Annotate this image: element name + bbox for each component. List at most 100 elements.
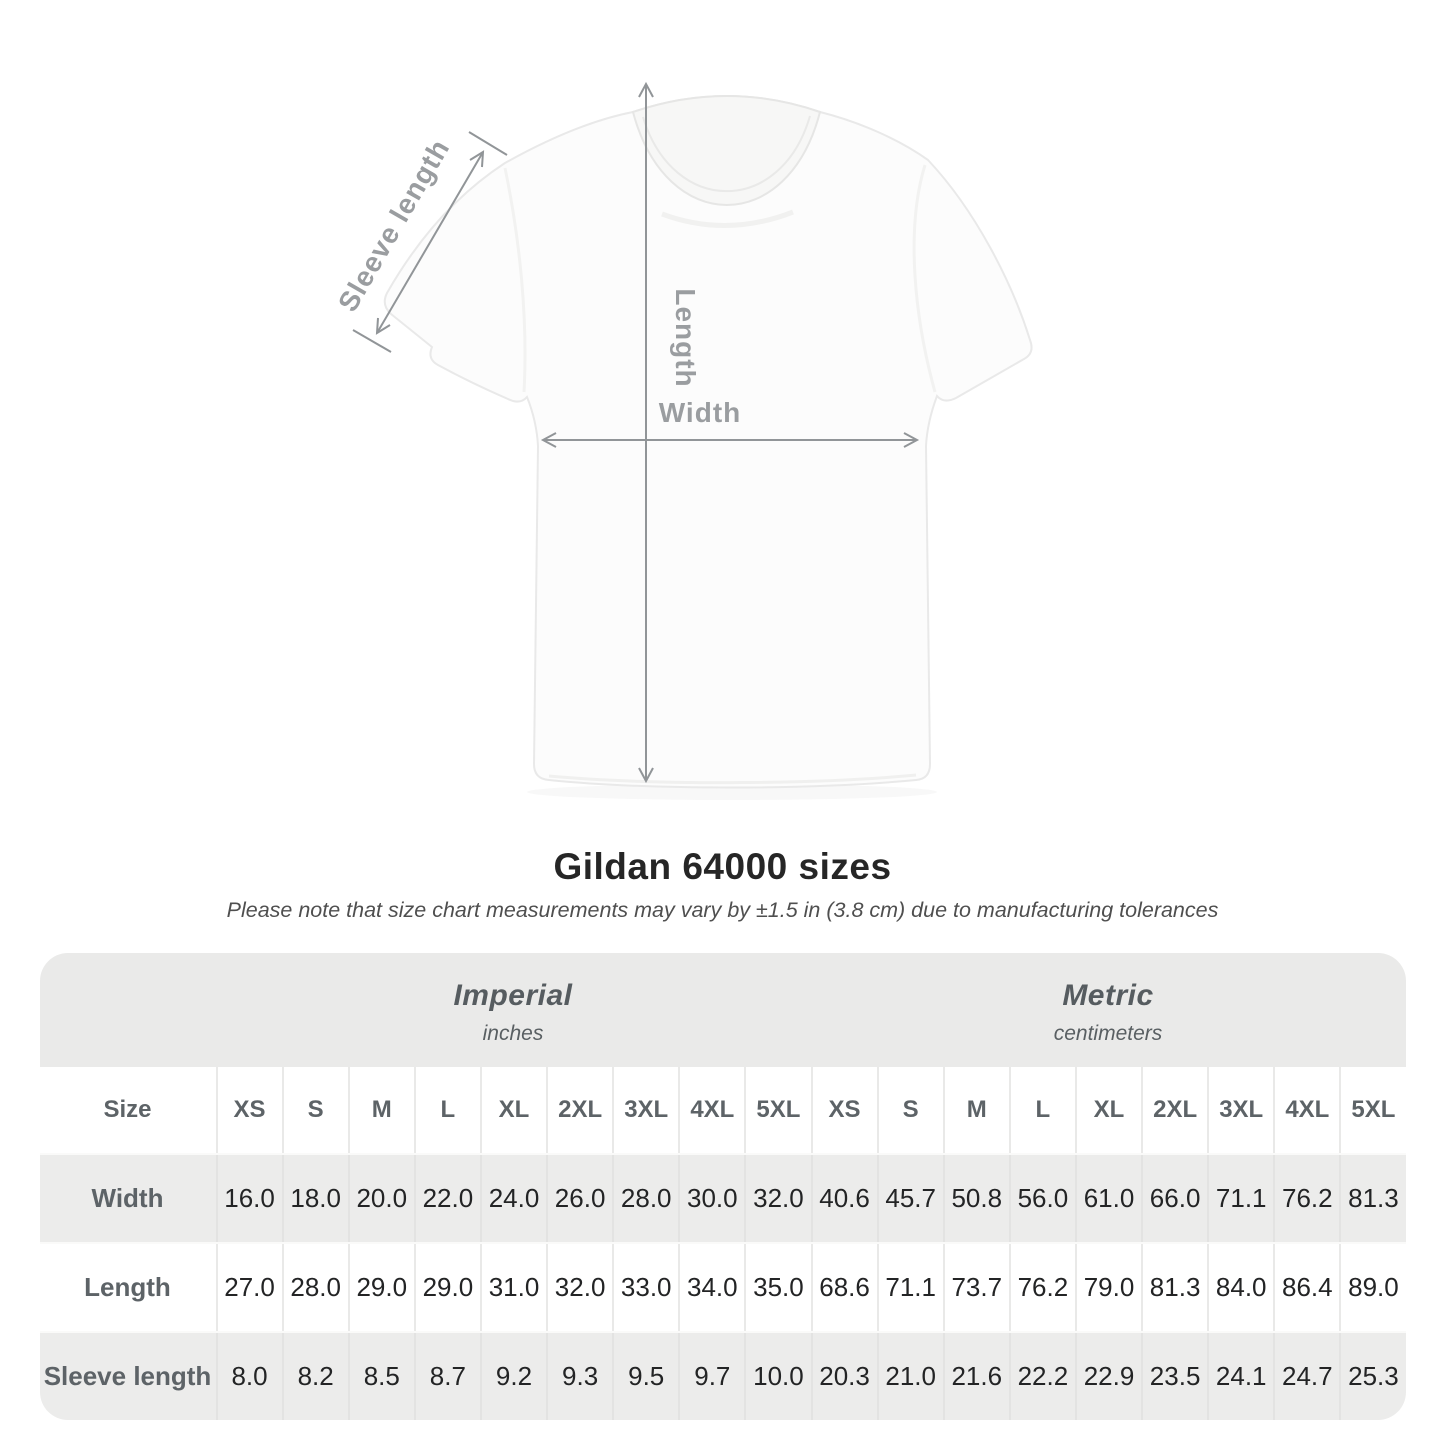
table-cell-metric-length: 73.7 — [942, 1244, 1009, 1331]
col-header-metric-m: M — [942, 1067, 1009, 1153]
imperial-unit: inches — [482, 1021, 544, 1045]
col-header-imperial-xl: XL — [479, 1067, 546, 1153]
width-label: Width — [659, 397, 742, 428]
table-cell-metric-sleeve-length: 25.3 — [1339, 1333, 1405, 1420]
table-row-width: Width 16.0 18.0 20.0 22.0 24.0 26.0 28.0 30.0 32.… — [39, 1153, 1406, 1242]
metric-label: Metric — [1062, 978, 1154, 1012]
shirt-shadow — [527, 784, 937, 800]
table-cell-imperial-length: 33.0 — [612, 1244, 678, 1331]
table-cell-metric-sleeve-length: 24.1 — [1207, 1333, 1273, 1420]
length-label: Length — [670, 288, 701, 387]
row-label-width: Width — [91, 1183, 164, 1213]
size-column-header: Size — [103, 1096, 152, 1123]
table-cell-metric-width: 40.6 — [811, 1155, 877, 1242]
table-cell-metric-length: 71.1 — [876, 1244, 943, 1331]
left-sleeve-seam — [503, 167, 527, 393]
metric-unit: centimeters — [1053, 1021, 1163, 1045]
table-cell-imperial-sleeve-length: 9.7 — [678, 1333, 744, 1420]
col-header-metric-3xl: 3XL — [1207, 1067, 1273, 1153]
table-cell-imperial-length: 29.0 — [413, 1244, 480, 1331]
table-cell-imperial-sleeve-length: 8.7 — [414, 1333, 480, 1420]
col-header-metric-5xl: 5XL — [1339, 1067, 1405, 1153]
table-cell-metric-width: 81.3 — [1339, 1155, 1405, 1242]
table-cell-metric-length: 81.3 — [1141, 1244, 1207, 1331]
table-cell-imperial-width: 28.0 — [612, 1155, 678, 1242]
table-cell-metric-sleeve-length: 21.0 — [877, 1333, 943, 1420]
col-header-imperial-l: L — [413, 1067, 480, 1153]
unit-group-band: Imperial inches Metric centimeters — [39, 953, 1406, 1067]
collar-shadow — [661, 209, 794, 228]
table-cell-metric-sleeve-length: 22.2 — [1009, 1333, 1075, 1420]
table-cell-metric-length: 79.0 — [1074, 1244, 1141, 1331]
col-header-imperial-m: M — [347, 1067, 414, 1153]
table-cell-metric-width: 71.1 — [1207, 1155, 1273, 1242]
imperial-group-header: Imperial inches — [216, 953, 811, 1067]
table-cell-imperial-length: 29.0 — [347, 1244, 414, 1331]
table-cell-imperial-width: 22.0 — [414, 1155, 480, 1242]
tolerance-note: Please note that size chart measurements… — [226, 898, 1219, 922]
table-row-length: Length 27.0 28.0 29.0 29.0 31.0 32.0 33.0 34.0 35… — [39, 1242, 1406, 1331]
col-header-metric-s: S — [876, 1067, 943, 1153]
col-header-imperial-s: S — [281, 1067, 348, 1153]
table-cell-metric-width: 66.0 — [1141, 1155, 1207, 1242]
imperial-label: Imperial — [453, 978, 573, 1012]
tshirt-illustration: Length Width Sleeve length — [331, 81, 1033, 800]
band-spacer — [40, 953, 216, 1067]
table-cell-metric-length: 89.0 — [1339, 1244, 1405, 1331]
width-dimension-arrow — [540, 432, 920, 448]
table-cell-imperial-width: 18.0 — [282, 1155, 348, 1242]
table-cell-metric-length: 86.4 — [1273, 1244, 1339, 1331]
right-sleeve-seam — [912, 164, 937, 393]
table-cell-imperial-sleeve-length: 8.2 — [282, 1333, 348, 1420]
table-cell-metric-width: 50.8 — [943, 1155, 1009, 1242]
tshirt-collar — [631, 95, 822, 206]
row-label-length: Length — [84, 1272, 171, 1302]
table-cell-metric-length: 84.0 — [1207, 1244, 1273, 1331]
table-cell-metric-sleeve-length: 23.5 — [1141, 1333, 1207, 1420]
table-cell-metric-sleeve-length: 20.3 — [811, 1333, 877, 1420]
sleeve-length-dimension-arrow — [352, 131, 508, 353]
hem-stitch-line — [548, 773, 917, 785]
table-cell-imperial-sleeve-length: 10.0 — [744, 1333, 810, 1420]
col-header-metric-4xl: 4XL — [1273, 1067, 1339, 1153]
col-header-metric-2xl: 2XL — [1141, 1067, 1207, 1153]
col-header-metric-l: L — [1008, 1067, 1075, 1153]
table-cell-metric-sleeve-length: 24.7 — [1273, 1333, 1339, 1420]
table-cell-imperial-length: 32.0 — [546, 1244, 612, 1331]
table-cell-imperial-sleeve-length: 8.0 — [216, 1333, 282, 1420]
table-cell-imperial-length: 31.0 — [479, 1244, 546, 1331]
page-title: Gildan 64000 sizes — [553, 846, 892, 887]
table-cell-metric-width: 56.0 — [1009, 1155, 1075, 1242]
table-cell-metric-sleeve-length: 21.6 — [943, 1333, 1009, 1420]
table-cell-imperial-length: 34.0 — [678, 1244, 744, 1331]
table-cell-imperial-sleeve-length: 9.3 — [546, 1333, 612, 1420]
table-cell-imperial-sleeve-length: 9.2 — [480, 1333, 546, 1420]
tshirt-measurement-diagram: Length Width Sleeve length — [331, 81, 1033, 800]
table-cell-metric-length: 76.2 — [1008, 1244, 1075, 1331]
table-cell-imperial-length: 28.0 — [281, 1244, 348, 1331]
col-header-imperial-4xl: 4XL — [678, 1067, 744, 1153]
size-table-grid: Size XS S M L XL 2XL 3XL 4XL 5XL XS S M L XL 2XL 3XL 4XL 5… — [39, 1067, 1406, 1420]
table-cell-imperial-sleeve-length: 8.5 — [348, 1333, 414, 1420]
metric-group-header: Metric centimeters — [811, 953, 1406, 1067]
table-cell-imperial-length: 35.0 — [744, 1244, 810, 1331]
table-cell-imperial-width: 16.0 — [216, 1155, 282, 1242]
table-cell-metric-width: 76.2 — [1273, 1155, 1339, 1242]
size-table: Imperial inches Metric centimeters Size X… — [39, 953, 1406, 1420]
col-header-imperial-xs: XS — [215, 1067, 282, 1153]
table-cell-imperial-length: 27.0 — [215, 1244, 282, 1331]
table-cell-metric-width: 45.7 — [877, 1155, 943, 1242]
table-cell-imperial-width: 32.0 — [744, 1155, 810, 1242]
col-header-metric-xs: XS — [810, 1067, 877, 1153]
table-header-row: Size XS S M L XL 2XL 3XL 4XL 5XL XS S M L XL 2XL 3XL 4XL 5… — [39, 1067, 1406, 1153]
table-cell-metric-width: 61.0 — [1075, 1155, 1141, 1242]
table-cell-imperial-width: 20.0 — [348, 1155, 414, 1242]
col-header-imperial-5xl: 5XL — [744, 1067, 810, 1153]
table-cell-imperial-sleeve-length: 9.5 — [612, 1333, 678, 1420]
table-cell-metric-sleeve-length: 22.9 — [1075, 1333, 1141, 1420]
tshirt-body — [383, 95, 1033, 789]
table-cell-imperial-width: 30.0 — [678, 1155, 744, 1242]
table-cell-metric-length: 68.6 — [810, 1244, 877, 1331]
title-block: Gildan 64000 sizes Please note that size… — [0, 846, 1445, 923]
collar-rib-line — [642, 115, 811, 193]
